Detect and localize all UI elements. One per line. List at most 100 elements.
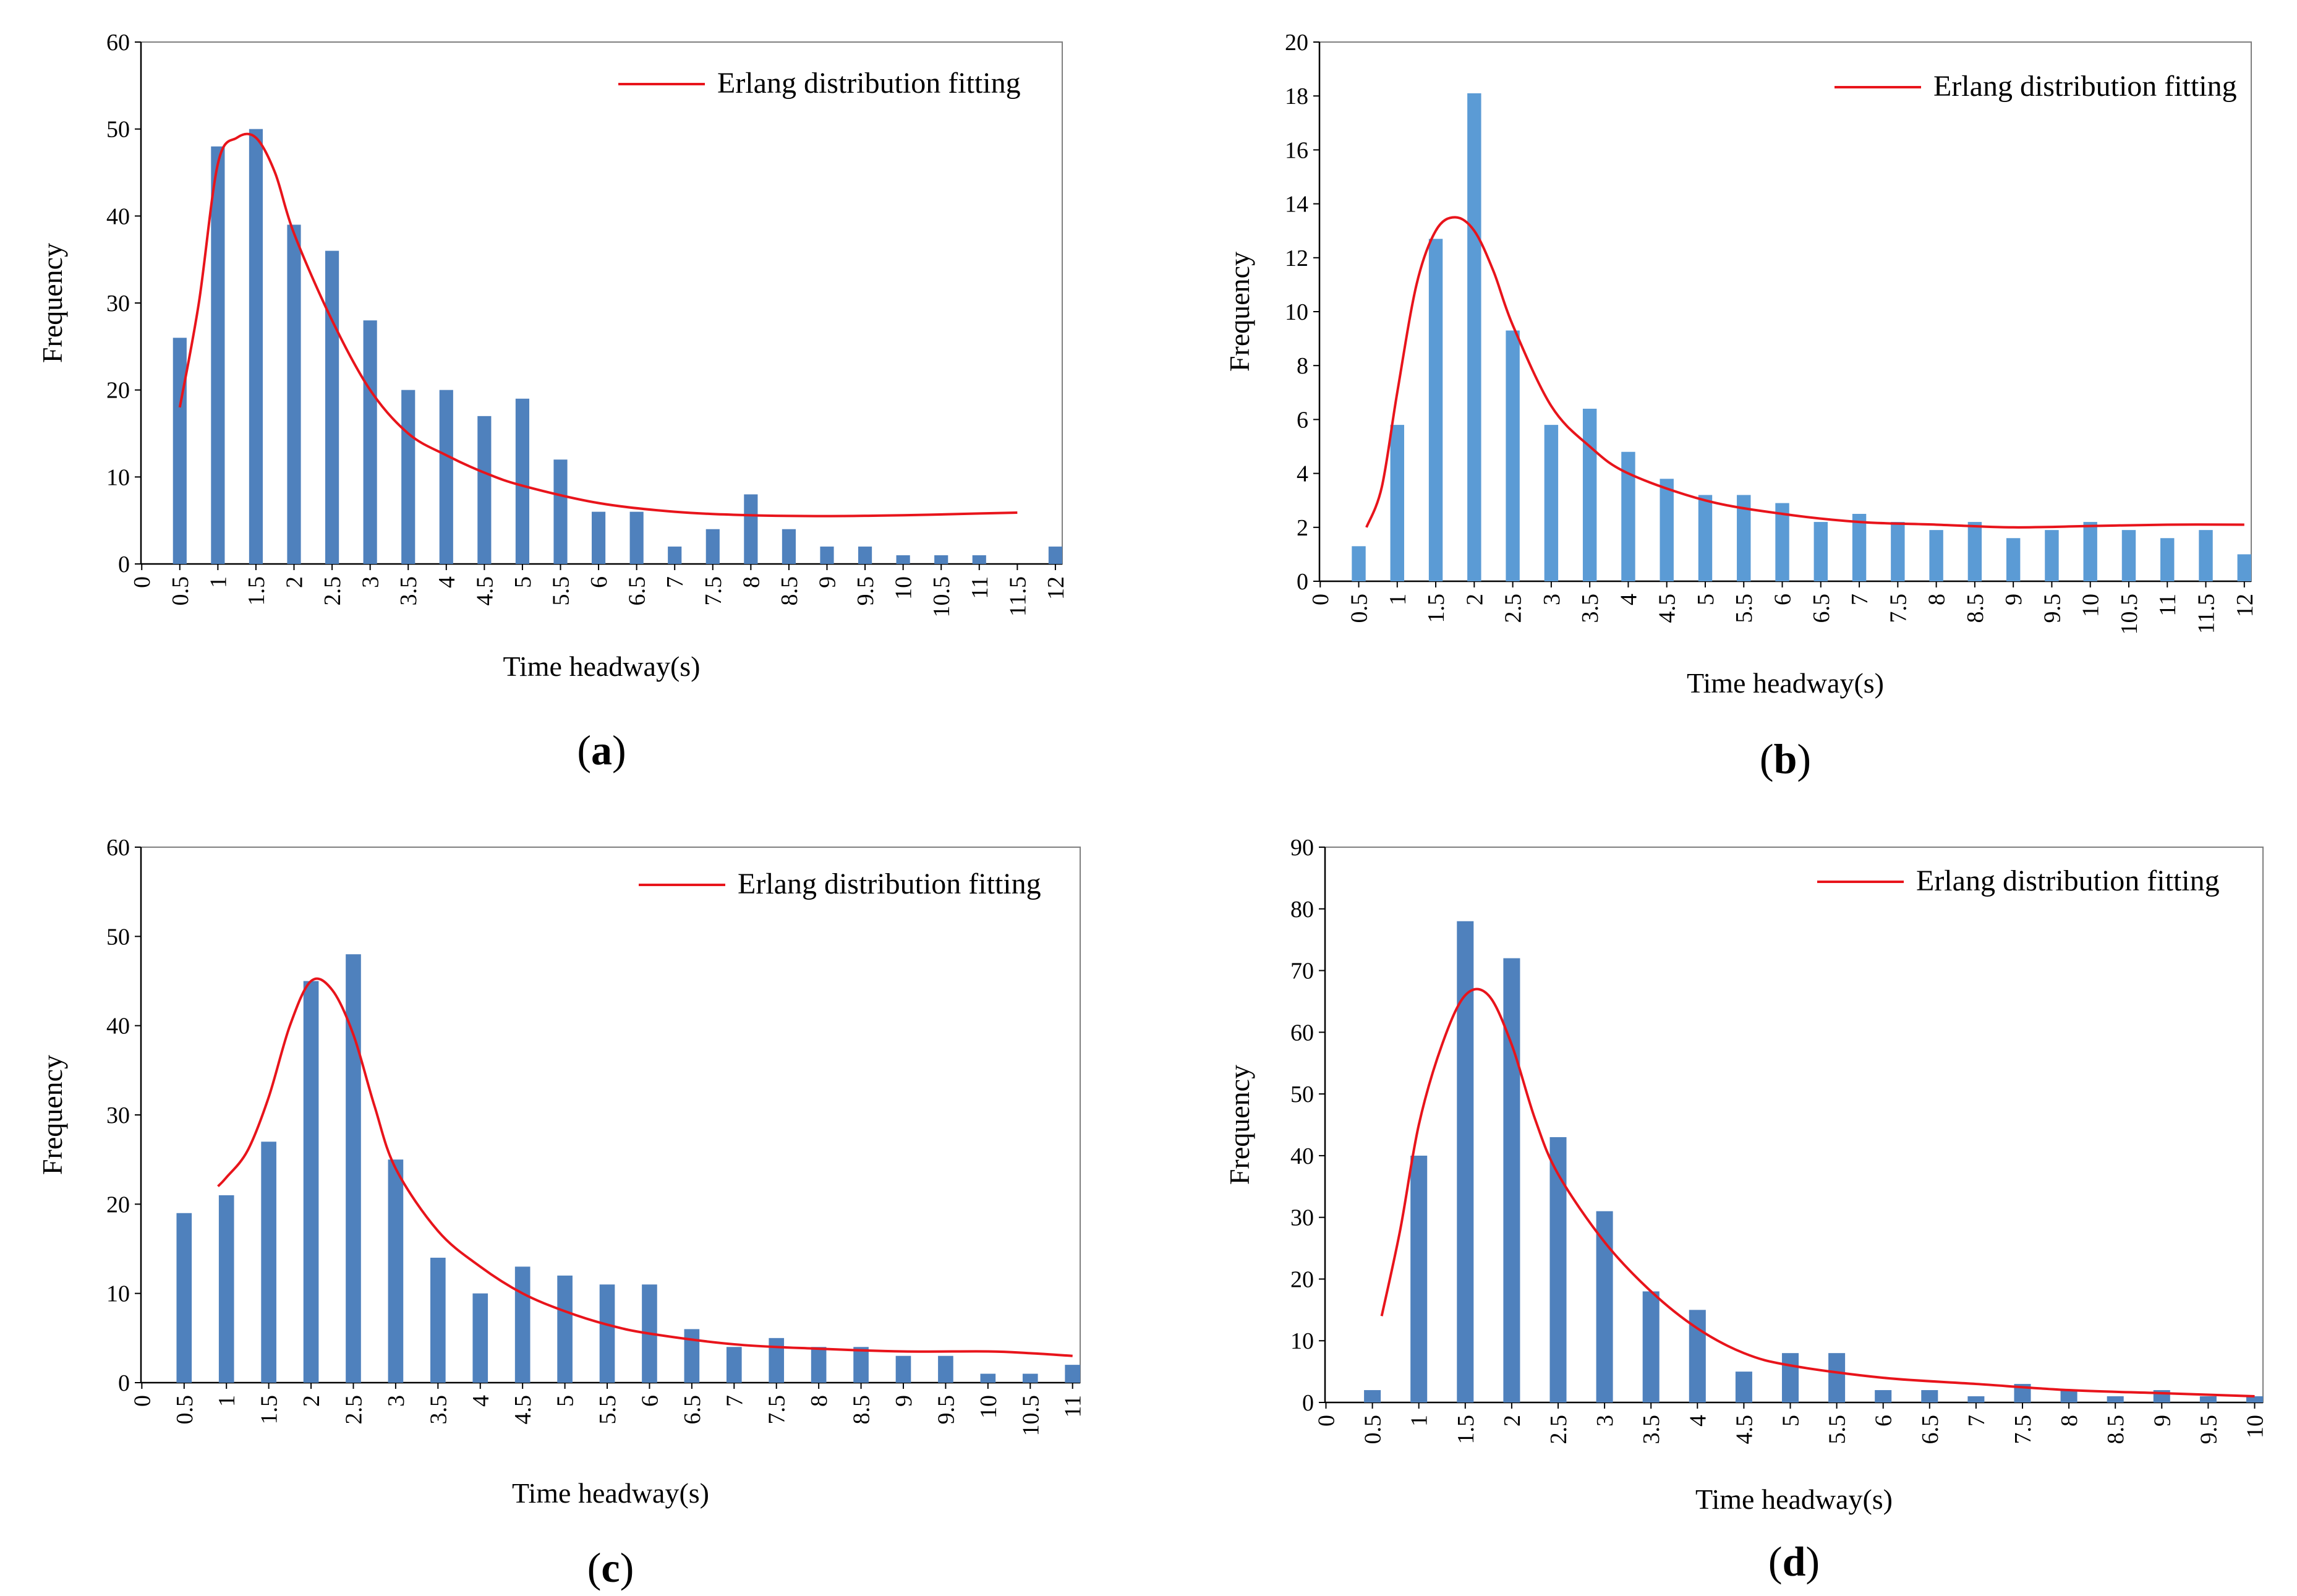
bar — [1621, 451, 1635, 581]
x-tick-label: 3 — [1592, 1415, 1618, 1427]
panel-caption: (c) — [587, 1544, 634, 1591]
x-tick-label: 11 — [967, 576, 993, 599]
x-tick-label: 8.5 — [777, 576, 803, 606]
x-tick-label: 8.5 — [849, 1395, 875, 1425]
bar — [303, 981, 319, 1383]
caption-letter: a — [591, 727, 612, 774]
bar — [325, 250, 339, 564]
bar — [1022, 1373, 1038, 1383]
x-tick-label: 8 — [738, 576, 764, 588]
y-tick-label: 60 — [106, 835, 130, 861]
x-tick-label: 4 — [468, 1395, 494, 1407]
erlang-fit-curve — [217, 977, 1073, 1357]
x-tick-label: 11 — [1060, 1395, 1086, 1418]
y-tick-label: 20 — [106, 378, 130, 404]
bar — [972, 555, 986, 564]
legend-label: Erlang distribution fitting — [717, 67, 1021, 100]
x-tick-label: 2.5 — [1501, 594, 1527, 623]
y-tick-label: 30 — [106, 1103, 130, 1129]
x-tick-label: 9 — [891, 1395, 917, 1407]
y-tick-label: 40 — [106, 1014, 130, 1039]
bar — [514, 1266, 531, 1383]
y-tick-label: 14 — [1285, 192, 1308, 218]
x-tick-label: 6.5 — [680, 1395, 705, 1425]
plot-area-frame — [1319, 41, 2252, 582]
x-tick-label: 10 — [891, 576, 917, 600]
caption-letter: c — [601, 1544, 620, 1591]
x-tick-label: 0 — [1308, 594, 1334, 605]
x-tick-label: 3 — [383, 1395, 409, 1407]
bar — [1467, 93, 1481, 582]
bar — [346, 954, 361, 1383]
bar — [1582, 408, 1597, 581]
y-axis-label: Frequency — [1224, 1065, 1255, 1185]
caption-letter: b — [1774, 735, 1797, 782]
bar — [769, 1338, 785, 1383]
x-tick-label: 5 — [1778, 1415, 1804, 1427]
x-tick-label: 6.5 — [1917, 1415, 1943, 1445]
caption-close-paren: ) — [1797, 735, 1811, 782]
chart-panel-d: 0 10 20 30 40 50 60 70 80 90 0 0.5 1 1.5 2 2.5 3 3.5 4 4.5 5… — [1148, 798, 2297, 1596]
x-tick-label: 4 — [434, 576, 460, 588]
x-tick-label: 2 — [1499, 1415, 1525, 1427]
x-tick-label: 1.5 — [1423, 594, 1449, 623]
bar — [2199, 530, 2213, 581]
bar — [261, 1142, 276, 1383]
bar — [938, 1355, 953, 1383]
chart-d-svg: 0 10 20 30 40 50 60 70 80 90 0 0.5 1 1.5 2 2.5 3 3.5 4 4.5 5… — [1224, 835, 2268, 1585]
y-tick-label: 50 — [1290, 1082, 1314, 1107]
chart-c-svg: 0 10 20 30 40 50 60 0 0.5 1 1.5 2 2.5 3 3.5 4 4.5 5 5.5 6 6.… — [36, 835, 1086, 1591]
x-tick-label: 11.5 — [2194, 594, 2220, 634]
x-tick-label: 2 — [1462, 594, 1488, 605]
y-tick-label: 40 — [106, 203, 130, 229]
bar — [744, 494, 758, 564]
bar — [1929, 530, 1943, 581]
x-tick-label: 1 — [1385, 594, 1411, 605]
bar — [176, 1213, 192, 1383]
bar — [1428, 239, 1443, 581]
x-tick-label: 10.5 — [1018, 1395, 1044, 1436]
caption-close-paren: ) — [612, 727, 626, 774]
bar — [1775, 503, 1789, 581]
caption-open-paren: ( — [577, 727, 591, 774]
x-tick-label: 6 — [1770, 594, 1796, 605]
bar — [980, 1373, 996, 1383]
bar — [557, 1275, 573, 1383]
legend-label: Erlang distribution fitting — [738, 868, 1041, 900]
caption-close-paren: ) — [1805, 1538, 1820, 1585]
x-tick-label: 8 — [806, 1395, 832, 1407]
bar — [1544, 425, 1559, 581]
x-tick-label: 6.5 — [624, 576, 650, 606]
x-tick-label: 7.5 — [1885, 594, 1911, 623]
panel-caption: (d) — [1768, 1538, 1820, 1585]
bar — [1660, 479, 1674, 581]
x-tick-label: 11.5 — [1005, 576, 1031, 617]
x-tick-label: 10 — [2242, 1415, 2268, 1438]
x-tick-label: 10.5 — [2116, 594, 2142, 635]
bar — [1503, 958, 1520, 1402]
x-tick-label: 1.5 — [1453, 1415, 1479, 1445]
x-tick-label: 2.5 — [1546, 1415, 1572, 1445]
x-tick-label: 10 — [976, 1395, 1002, 1419]
y-tick-label: 90 — [1290, 835, 1314, 861]
y-tick-label: 4 — [1297, 461, 1308, 487]
bar — [2246, 1396, 2263, 1402]
x-tick-label: 7.5 — [2010, 1415, 2036, 1445]
x-tick-label: 12 — [2232, 594, 2258, 617]
bar — [782, 529, 796, 564]
bar — [1967, 522, 1982, 581]
x-tick-label: 3.5 — [1639, 1415, 1664, 1445]
chart-panel-c: 0 10 20 30 40 50 60 0 0.5 1 1.5 2 2.5 3 3.5 4 4.5 5 5.5 6 6.… — [0, 798, 1148, 1596]
bar — [1813, 522, 1828, 581]
erlang-fit-curve — [1380, 988, 2255, 1398]
bar — [515, 398, 530, 564]
x-tick-label: 7 — [1847, 594, 1873, 605]
bar — [363, 320, 377, 564]
x-axis-label: Time headway(s) — [1687, 667, 1884, 699]
x-tick-label: 12 — [1043, 576, 1069, 600]
x-tick-label: 4 — [1616, 594, 1642, 605]
bar — [1364, 1390, 1381, 1402]
x-tick-label: 1 — [205, 576, 231, 588]
legend-label: Erlang distribution fitting — [1933, 70, 2237, 103]
bar — [726, 1347, 742, 1383]
